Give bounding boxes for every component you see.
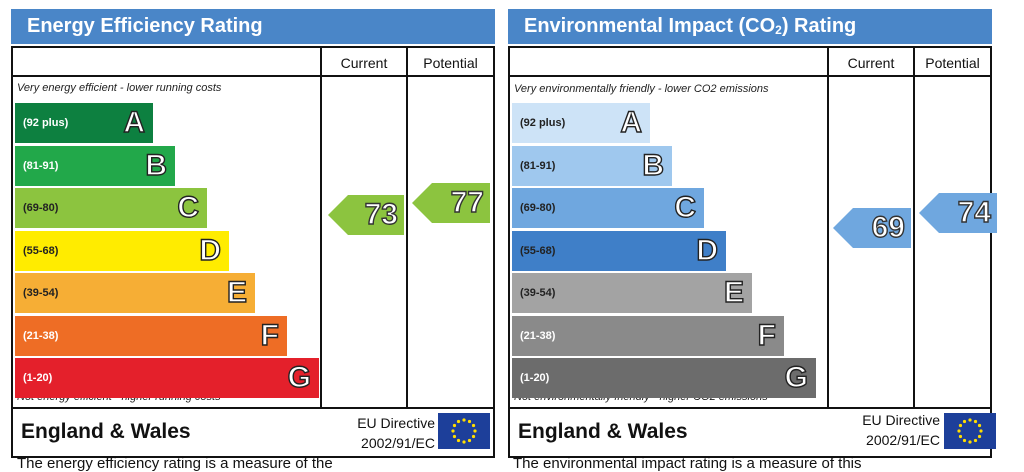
column-divider	[827, 48, 829, 409]
rating-band-c: (69-80) C	[15, 188, 207, 228]
band-range: (1-20)	[520, 372, 550, 384]
band-range: (69-80)	[23, 202, 59, 214]
band-letter: A	[123, 105, 146, 139]
energy-title: Energy Efficiency Rating	[11, 9, 495, 44]
rating-band-a: (92 plus) A	[512, 103, 650, 143]
band-range: (55-68)	[520, 244, 556, 257]
rating-band-f: (21-38) F	[15, 315, 287, 356]
band-letter: G	[784, 360, 809, 394]
rating-band-e: (39-54) E	[512, 273, 752, 313]
eu-flag-icon	[944, 413, 996, 449]
current-rating-value: 69	[871, 210, 906, 244]
rating-band-f: (21-38) F	[512, 315, 784, 356]
rating-band-d: (55-68) D	[15, 230, 229, 271]
eu-directive-line2: 2002/91/EC	[866, 432, 940, 448]
band-letter: G	[287, 360, 312, 394]
current-rating-shape	[328, 195, 404, 235]
potential-column-header: Potential	[423, 55, 478, 71]
rating-band-e: (39-54) E	[15, 273, 255, 313]
band-letter: D	[199, 233, 222, 267]
eu-directive: EU Directive 2002/91/EC	[335, 413, 435, 453]
environment-title: Environmental Impact (CO2) Rating	[508, 9, 992, 44]
band-letter: B	[145, 148, 168, 182]
energy-chart-frame: Current Potential Very energy efficient …	[11, 46, 495, 458]
header-divider	[510, 75, 990, 77]
potential-rating-value: 74	[957, 195, 992, 229]
potential-rating-value: 77	[450, 185, 485, 219]
band-letter: D	[696, 233, 719, 267]
current-column-header: Current	[847, 55, 895, 71]
rating-band-a: (92 plus) A	[15, 103, 153, 143]
potential-rating-shape	[412, 183, 490, 223]
current-rating-value: 73	[364, 197, 399, 231]
eu-directive: EU Directive 2002/91/EC	[840, 410, 940, 450]
band-letter: C	[674, 190, 697, 224]
band-range: (92 plus)	[520, 117, 566, 129]
potential-rating-arrow: 77	[412, 183, 490, 223]
band-range: (21-38)	[23, 329, 59, 342]
environment-chart-frame: Current Potential Very environmentally f…	[508, 46, 997, 458]
current-column-header: Current	[340, 55, 388, 71]
eu-directive-line1: EU Directive	[357, 415, 435, 431]
band-letter: F	[260, 318, 280, 352]
current-rating-shape	[833, 208, 911, 248]
band-letter: A	[620, 105, 643, 139]
band-range: (81-91)	[23, 159, 59, 172]
header-divider	[13, 75, 493, 77]
band-letter: F	[757, 318, 777, 352]
potential-column-header: Potential	[925, 55, 980, 71]
rating-band-c: (69-80) C	[512, 188, 704, 228]
current-rating-arrow: 73	[328, 195, 404, 235]
rating-band-g: (1-20) G	[512, 358, 816, 398]
column-divider	[913, 48, 915, 409]
band-range: (39-54)	[23, 287, 59, 299]
rating-band-b: (81-91) B	[15, 145, 175, 186]
band-range: (81-91)	[520, 159, 556, 172]
potential-rating-shape	[919, 193, 997, 233]
band-range: (39-54)	[520, 287, 556, 299]
eu-directive-line2: 2002/91/EC	[361, 435, 435, 451]
current-rating-arrow: 69	[833, 208, 911, 248]
band-letter: E	[226, 275, 247, 309]
rating-band-d: (55-68) D	[512, 230, 726, 271]
column-divider	[320, 48, 322, 409]
band-range: (92 plus)	[23, 117, 69, 129]
footer-divider	[13, 407, 493, 409]
country-label: England & Wales	[21, 420, 191, 443]
energy-efficiency-panel: Energy Efficiency Rating Current Potenti…	[11, 9, 495, 458]
eu-flag-icon	[438, 413, 490, 449]
band-letter: B	[642, 148, 665, 182]
eu-directive-line1: EU Directive	[862, 412, 940, 428]
rating-band-b: (81-91) B	[512, 145, 672, 186]
potential-rating-arrow: 74	[919, 193, 997, 233]
band-range: (21-38)	[520, 329, 556, 342]
rating-band-g: (1-20) G	[15, 358, 319, 398]
band-range: (69-80)	[520, 202, 556, 214]
column-divider	[406, 48, 408, 409]
footer-divider	[510, 407, 990, 409]
country-label: England & Wales	[518, 420, 688, 443]
band-range: (1-20)	[23, 372, 53, 384]
band-letter: C	[177, 190, 200, 224]
top-note: Very energy efficient - lower running co…	[17, 82, 222, 94]
environmental-impact-panel: Environmental Impact (CO2) Rating Curren…	[508, 9, 997, 458]
top-note: Very environmentally friendly - lower CO…	[514, 83, 769, 95]
band-range: (55-68)	[23, 244, 59, 257]
band-letter: E	[723, 275, 744, 309]
